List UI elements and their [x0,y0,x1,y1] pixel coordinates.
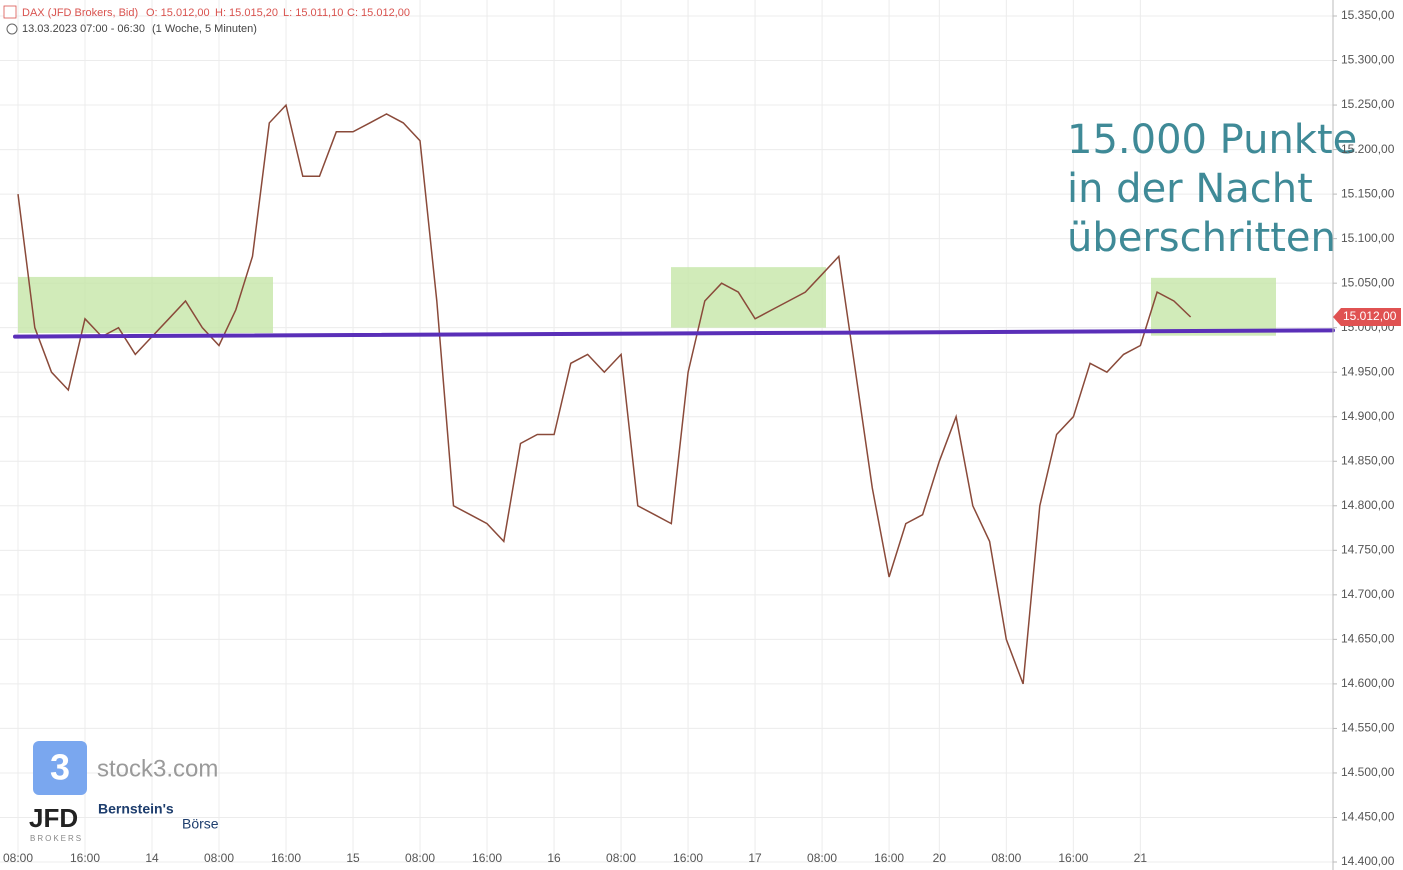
x-tick-label: 17 [748,851,762,865]
x-tick-label: 16:00 [874,851,904,865]
x-tick-label: 15 [346,851,360,865]
y-tick-label: 15.100,00 [1341,231,1395,245]
jfd-sub: BROKERS [30,834,83,843]
y-tick-label: 14.700,00 [1341,587,1395,601]
y-tick-label: 14.950,00 [1341,364,1395,378]
x-tick-label: 16 [547,851,561,865]
plot [13,103,1335,685]
y-tick-label: 15.150,00 [1341,186,1395,200]
y-tick-label: 14.600,00 [1341,676,1395,690]
x-tick-label: 20 [933,851,947,865]
x-tick-label: 21 [1134,851,1148,865]
y-tick-label: 14.400,00 [1341,854,1395,868]
x-tick-label: 08:00 [3,851,33,865]
y-tick-label: 15.050,00 [1341,275,1395,289]
annotation: überschritten [1067,215,1336,261]
ohlc: C: 15.012,00 [347,7,410,19]
x-tick-label: 08:00 [606,851,636,865]
stock3-logo [33,741,87,795]
ohlc: H: 15.015,20 [215,7,278,19]
x-tick-label: 08:00 [204,851,234,865]
zone [671,267,826,328]
grid [0,0,1333,863]
y-tick-label: 14.850,00 [1341,453,1395,467]
y-tick-label: 15.250,00 [1341,97,1395,111]
y-tick-label: 14.500,00 [1341,765,1395,779]
interval: (1 Woche, 5 Minuten) [152,23,257,35]
x-tick-label: 16:00 [1058,851,1088,865]
y-tick-label: 14.550,00 [1341,721,1395,735]
zones [18,267,1276,336]
support-line [13,328,1335,339]
y-tick-label: 14.800,00 [1341,498,1395,512]
instrument: DAX (JFD Brokers, Bid) [22,7,138,19]
x-tick-label: 14 [145,851,159,865]
last-price-tag [1333,307,1401,326]
y-tick-label: 14.900,00 [1341,409,1395,423]
chart-icon [3,5,17,19]
y-tick-label: 15.300,00 [1341,53,1395,67]
zone [1151,277,1276,336]
price-line [17,103,1192,685]
x-tick-label: 08:00 [991,851,1021,865]
y-tick-label: 14.650,00 [1341,632,1395,646]
x-tick-label: 08:00 [405,851,435,865]
zone [18,276,273,334]
x-tick-label: 16:00 [673,851,703,865]
x-tick-label: 16:00 [70,851,100,865]
bernstein-logo: Bernstein's [98,801,174,817]
boerse-logo: Börse [182,816,219,832]
x-tick-label: 08:00 [807,851,837,865]
last-price-label: 15.012,00 [1343,309,1397,323]
y-tick-label: 14.450,00 [1341,810,1395,824]
jfd-logo: JFD [29,803,78,833]
stock3-icon: 3 [50,747,70,788]
clock-icon [6,23,18,35]
period: 13.03.2023 07:00 - 06:30 [22,23,145,35]
x-tick-label: 16:00 [271,851,301,865]
y-tick-label: 15.350,00 [1341,8,1395,22]
annotation: in der Nacht [1067,166,1313,212]
stock3-text: stock3.com [97,755,218,782]
ohlc: L: 15.011,10 [283,7,343,19]
annotation: 15.000 Punkte [1067,117,1357,163]
y-tick-label: 15.200,00 [1341,142,1395,156]
y-tick-label: 14.750,00 [1341,542,1395,556]
x-tick-label: 16:00 [472,851,502,865]
ohlc: O: 15.012,00 [146,7,210,19]
